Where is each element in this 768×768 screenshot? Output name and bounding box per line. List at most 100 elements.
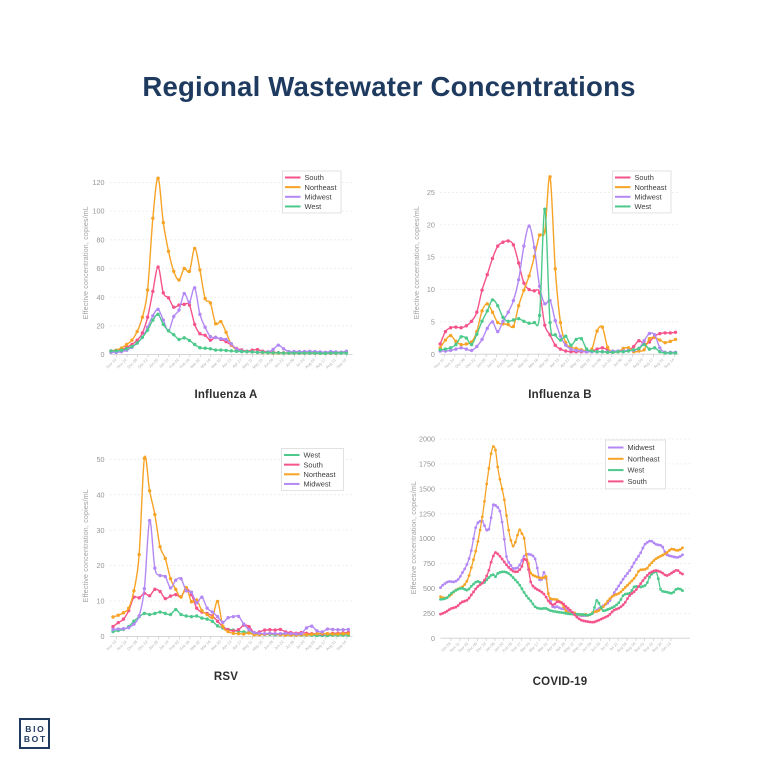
data-point (192, 322, 197, 327)
y-tick-label: 500 (423, 584, 435, 593)
legend-label-south: South (635, 173, 654, 182)
data-point (564, 605, 568, 608)
data-point (681, 546, 684, 550)
data-point (564, 334, 568, 338)
y-tick-label: 25 (427, 188, 435, 197)
data-point (647, 347, 652, 351)
data-point (522, 591, 526, 594)
x-tick-label: Oct 13 (660, 641, 672, 653)
data-point (114, 349, 118, 353)
data-point (469, 593, 473, 597)
data-point (472, 590, 475, 594)
data-point (513, 566, 517, 570)
data-point (205, 617, 209, 621)
data-point (454, 588, 458, 592)
data-point (240, 349, 244, 354)
data-point (674, 555, 678, 559)
data-point (469, 342, 474, 347)
data-point (182, 336, 186, 340)
data-point (452, 590, 456, 594)
legend-item-south[interactable]: South (608, 477, 647, 486)
data-point (498, 554, 502, 558)
legend-item-midwest[interactable]: Midwest (615, 192, 662, 201)
data-point (566, 606, 570, 610)
data-point (116, 613, 120, 617)
data-point (465, 588, 469, 592)
data-point (140, 315, 145, 319)
legend-item-south[interactable]: South (284, 460, 323, 469)
data-point (447, 580, 451, 583)
data-point (520, 532, 524, 536)
data-point (500, 557, 504, 561)
data-point (447, 593, 451, 597)
data-point (469, 566, 473, 570)
data-point (315, 629, 319, 633)
data-point (674, 548, 678, 552)
y-tick-label: 1250 (419, 509, 435, 518)
data-point (532, 245, 537, 250)
data-point (505, 563, 508, 567)
legend-item-northeast[interactable]: Northeast (285, 183, 337, 192)
data-point (584, 619, 588, 623)
data-point (476, 584, 480, 588)
legend-item-midwest[interactable]: Midwest (284, 480, 331, 489)
legend-item-south[interactable]: South (285, 173, 324, 182)
data-point (450, 607, 453, 610)
data-point (659, 543, 662, 547)
data-point (210, 619, 215, 623)
y-tick-label: 60 (97, 264, 105, 273)
legend-label-west: West (304, 451, 321, 460)
x-tick-label: Jul 20 (295, 639, 306, 650)
data-point (652, 333, 657, 337)
data-point (210, 615, 215, 620)
data-point (626, 349, 631, 353)
data-point (292, 351, 296, 355)
legend-item-northeast[interactable]: Northeast (608, 454, 660, 463)
data-point (542, 606, 546, 610)
data-point (605, 350, 610, 355)
legend-item-northeast[interactable]: Northeast (284, 470, 336, 479)
legend-item-northeast[interactable]: Northeast (615, 183, 667, 192)
legend-item-midwest[interactable]: Midwest (285, 192, 332, 201)
data-point (172, 314, 176, 319)
data-point (667, 573, 671, 576)
data-point (252, 630, 256, 635)
data-point (595, 609, 599, 613)
data-point (234, 349, 239, 354)
data-point (555, 610, 559, 614)
data-point (637, 339, 641, 343)
data-point (656, 543, 660, 547)
data-point (590, 349, 594, 353)
data-point (665, 551, 669, 554)
legend-label-northeast: Northeast (635, 183, 667, 192)
data-point (341, 631, 345, 636)
legend-item-west[interactable]: West (608, 466, 644, 475)
data-point (540, 607, 544, 611)
data-point (542, 570, 546, 574)
legend-item-west[interactable]: West (615, 202, 651, 211)
legend-item-midwest[interactable]: Midwest (608, 443, 655, 452)
legend-item-west[interactable]: West (284, 451, 320, 460)
data-point (524, 594, 528, 598)
data-point (599, 606, 603, 609)
legend-item-south[interactable]: South (615, 173, 654, 182)
data-point (584, 613, 588, 617)
data-point (520, 587, 524, 591)
data-point (661, 589, 665, 593)
data-point (469, 348, 474, 353)
data-point (441, 583, 445, 587)
data-point (203, 296, 207, 301)
data-point (229, 349, 233, 353)
x-tick-label: Feb 02 (168, 357, 180, 369)
data-point (595, 619, 599, 623)
data-point (672, 547, 676, 551)
chart-covid-19: Oct 28 Nov 11 Nov 25 Dec 09 Dec 23 Jan 06 Jan … (400, 420, 705, 700)
biobot-logo: BIO BOT (19, 718, 50, 749)
legend-item-west[interactable]: West (285, 202, 321, 211)
data-point (278, 631, 283, 636)
data-point (676, 555, 680, 559)
x-tick-label: Mar 30 (210, 357, 223, 370)
logo-line-2: BOT (23, 733, 47, 744)
data-point (475, 310, 479, 314)
